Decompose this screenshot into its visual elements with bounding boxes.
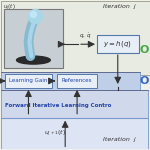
Text: Learning Gain: Learning Gain — [9, 78, 48, 83]
Text: $u_j(t)$: $u_j(t)$ — [3, 3, 15, 13]
FancyBboxPatch shape — [1, 118, 148, 149]
FancyBboxPatch shape — [1, 90, 148, 118]
Text: $y = h(q)$: $y = h(q)$ — [103, 39, 132, 49]
Circle shape — [28, 9, 42, 23]
Text: O: O — [140, 45, 149, 55]
FancyBboxPatch shape — [97, 35, 139, 53]
FancyBboxPatch shape — [1, 1, 150, 75]
Ellipse shape — [16, 56, 50, 64]
Text: Forward Iterative Learning Contro: Forward Iterative Learning Contro — [5, 103, 111, 108]
Circle shape — [30, 12, 36, 17]
Text: Iteration  j: Iteration j — [103, 4, 136, 9]
FancyBboxPatch shape — [5, 74, 52, 88]
Text: O: O — [140, 76, 149, 86]
Text: $q,\,\dot{q}$: $q,\,\dot{q}$ — [79, 32, 91, 41]
FancyBboxPatch shape — [57, 74, 97, 88]
Text: $u_{j+1}(t)$: $u_{j+1}(t)$ — [44, 128, 66, 139]
FancyBboxPatch shape — [1, 72, 140, 90]
FancyBboxPatch shape — [4, 9, 63, 68]
Text: Iteration  j: Iteration j — [103, 137, 136, 142]
Text: References: References — [62, 78, 92, 83]
